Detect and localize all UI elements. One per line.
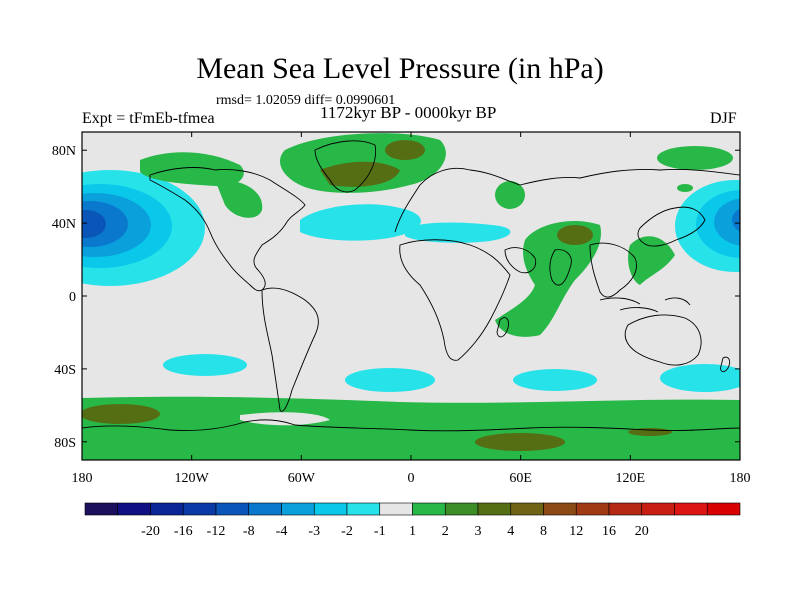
- colorbar-swatch: [379, 502, 413, 516]
- colorbar-swatch: [608, 502, 643, 516]
- colorbar-label: 8: [540, 524, 547, 539]
- anomaly-positive-southern-ocean: [82, 396, 740, 460]
- colorbar-swatch: [215, 502, 250, 516]
- colorbar-swatch: [313, 502, 348, 516]
- map-title: Mean Sea Level Pressure (in hPa): [196, 52, 604, 85]
- coastline-africa: [399, 239, 511, 361]
- anomaly-positive-strong: [82, 404, 160, 424]
- anomaly-positive-strong: [385, 140, 425, 160]
- colorbar-label: 12: [569, 524, 583, 539]
- coastline-new-zealand: [720, 356, 731, 373]
- season-label: DJF: [710, 110, 737, 127]
- longitude-axis: 180 120W 60W 0 60E 120E 180: [72, 132, 751, 486]
- coastline-indonesia: [599, 297, 691, 313]
- anomaly-field: [82, 133, 740, 460]
- lat-tick-label: 40S: [54, 363, 76, 378]
- colorbar-swatch: [412, 502, 446, 516]
- anomaly-positive-arctic: [140, 152, 244, 187]
- lat-tick-label: 0: [69, 290, 76, 305]
- anomaly-negative-tasman: [660, 364, 740, 392]
- colorbar-swatch: [281, 502, 315, 516]
- latitude-axis: 80N 40N 0 40S 80S: [52, 144, 740, 451]
- anomaly-negative: [714, 198, 740, 246]
- colorbar-label: -2: [341, 524, 353, 539]
- lon-tick-label: 0: [408, 471, 415, 486]
- colorbar-swatch: [641, 502, 675, 516]
- colorbar-label: 2: [442, 524, 449, 539]
- anomaly-negative-mediterranean: [405, 222, 511, 243]
- anomaly-neutral-gap: [240, 412, 330, 426]
- lat-tick-label: 40N: [52, 217, 76, 232]
- anomaly-positive-strong: [557, 225, 593, 245]
- experiment-label: Expt = tFmEb-tfmea: [82, 110, 215, 127]
- colorbar-swatch: [510, 502, 544, 516]
- colorbar-label: 3: [475, 524, 482, 539]
- lon-tick-label: 120E: [616, 471, 646, 486]
- colorbar-swatch: [84, 502, 119, 516]
- colorbar-swatch: [346, 502, 381, 516]
- colorbar: -20 -16 -12 -8 -4 -3 -2 -1 1 2 3 4 8 12 16 20: [84, 502, 741, 539]
- lat-tick-label: 80S: [54, 436, 76, 451]
- colorbar-label: -12: [207, 524, 226, 539]
- colorbar-label: -4: [276, 524, 288, 539]
- anomaly-positive: [677, 184, 693, 192]
- colorbar-label: -8: [243, 524, 255, 539]
- coastline-antarctica: [82, 419, 740, 432]
- coastline-north-america: [149, 167, 306, 292]
- colorbar-swatch: [182, 502, 217, 516]
- colorbar-swatch: [477, 502, 512, 516]
- anomaly-positive-siberia: [657, 146, 733, 170]
- anomaly-negative: [696, 190, 740, 258]
- anomaly-positive-south-asia: [495, 220, 601, 337]
- lon-tick-label: 180: [72, 471, 93, 486]
- anomaly-positive-strong: [320, 161, 400, 187]
- lat-tick-label: 80N: [52, 144, 76, 159]
- anomaly-negative: [82, 210, 106, 238]
- colorbar-swatch: [444, 502, 479, 516]
- colorbar-swatch: [575, 502, 610, 516]
- lon-tick-label: 120W: [175, 471, 210, 486]
- stats-text: rmsd= 1.02059 diff= 0.0990601: [216, 93, 396, 108]
- anomaly-positive-strong: [475, 433, 565, 451]
- lon-tick-label: 60W: [288, 471, 316, 486]
- anomaly-negative-south-pacific: [163, 354, 247, 376]
- coastline-southeast-asia: [589, 242, 637, 298]
- lon-tick-label: 180: [730, 471, 751, 486]
- anomaly-positive-central-asia: [495, 181, 525, 209]
- anomaly-positive-east-asia: [628, 236, 675, 285]
- colorbar-swatch: [674, 502, 708, 516]
- coastline-madagascar: [496, 317, 509, 338]
- colorbar-swatch: [706, 502, 741, 516]
- anomaly-negative: [732, 208, 740, 232]
- colorbar-label: 1: [409, 524, 416, 539]
- colorbar-swatch: [117, 502, 151, 516]
- period-label: 1172kyr BP - 0000kyr BP: [320, 103, 497, 122]
- coastline-greenland: [314, 140, 377, 193]
- colorbar-label: 20: [635, 524, 649, 539]
- colorbar-swatch: [543, 502, 577, 516]
- anomaly-positive-canada: [215, 179, 263, 218]
- anomaly-negative-atlantic: [300, 204, 421, 241]
- colorbar-label: -20: [141, 524, 160, 539]
- colorbar-label: -1: [374, 524, 386, 539]
- colorbar-swatch: [248, 502, 282, 516]
- coastline-europe: [394, 167, 740, 233]
- anomaly-negative-indian-ocean: [513, 369, 597, 391]
- coastline-arabia-india: [504, 247, 572, 286]
- coastlines: [82, 140, 740, 432]
- anomaly-negative-south-atlantic: [345, 368, 435, 392]
- coastline-australia: [624, 314, 702, 366]
- coastline-south-america: [261, 287, 319, 412]
- colorbar-label: -3: [308, 524, 320, 539]
- colorbar-label: 16: [602, 524, 616, 539]
- colorbar-label: 4: [507, 524, 514, 539]
- lon-tick-label: 60E: [509, 471, 532, 486]
- coastline-east-asia: [637, 206, 706, 247]
- colorbar-label: -16: [174, 524, 193, 539]
- colorbar-swatch: [150, 502, 184, 516]
